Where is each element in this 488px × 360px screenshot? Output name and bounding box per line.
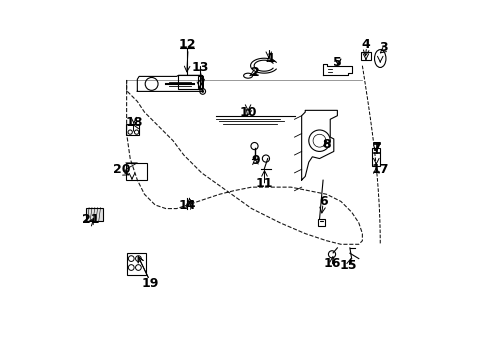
Text: 15: 15 — [339, 259, 356, 272]
Bar — [178, 75, 201, 89]
Text: 4: 4 — [361, 38, 369, 51]
Text: 8: 8 — [322, 138, 330, 151]
Text: 2: 2 — [250, 66, 259, 79]
Text: 10: 10 — [239, 105, 256, 119]
Bar — [85, 207, 102, 221]
Text: 21: 21 — [82, 213, 100, 226]
Text: 3: 3 — [379, 41, 387, 54]
Text: 9: 9 — [250, 154, 259, 167]
Bar — [125, 163, 147, 180]
Bar — [317, 219, 324, 226]
Text: 13: 13 — [191, 61, 208, 74]
Bar — [360, 53, 370, 60]
Text: 17: 17 — [371, 163, 388, 176]
Text: 19: 19 — [141, 277, 158, 290]
Text: 7: 7 — [371, 141, 380, 154]
Bar — [198, 76, 201, 88]
Text: 20: 20 — [112, 163, 130, 176]
Text: 16: 16 — [323, 257, 340, 270]
Bar — [126, 253, 146, 275]
Circle shape — [202, 91, 203, 92]
Text: 1: 1 — [266, 52, 275, 65]
Text: 14: 14 — [178, 198, 196, 212]
Text: 12: 12 — [178, 38, 196, 51]
Bar — [372, 148, 380, 166]
Text: 5: 5 — [332, 55, 341, 69]
Text: 6: 6 — [318, 195, 327, 208]
Text: 11: 11 — [255, 177, 272, 190]
Text: 18: 18 — [125, 116, 142, 129]
Bar — [125, 124, 139, 135]
